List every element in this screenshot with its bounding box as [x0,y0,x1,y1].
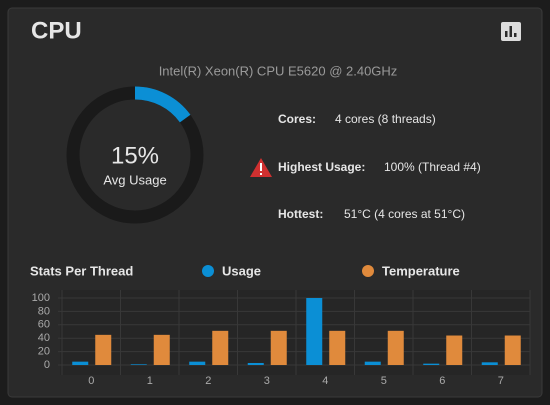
bar [270,330,287,365]
bar [364,361,381,365]
x-tick-label: 6 [439,375,445,387]
info-label: Highest Usage: [278,160,365,174]
y-tick-label: 0 [44,359,50,371]
info-label: Cores: [278,112,316,126]
bar [189,361,206,365]
bar [329,330,346,365]
x-tick-label: 1 [147,375,153,387]
y-tick-label: 80 [38,305,50,317]
x-tick-label: 5 [381,375,387,387]
cpu-model: Intel(R) Xeon(R) CPU E5620 @ 2.40GHz [159,63,398,78]
bar [387,330,404,365]
bar [95,334,112,365]
x-tick-label: 7 [498,375,504,387]
bar [504,335,521,365]
x-tick-label: 3 [264,375,270,387]
bar [423,363,440,365]
y-tick-label: 40 [38,332,50,344]
info-value: 51°C (4 cores at 51°C) [344,207,465,221]
x-tick-label: 4 [322,375,328,387]
y-tick-label: 100 [32,292,50,304]
info-value: 4 cores (8 threads) [335,112,436,126]
info-value: 100% (Thread #4) [384,160,481,174]
info-label: Hottest: [278,207,323,221]
gauge-caption: Avg Usage [103,172,166,187]
gauge-label: 15% [111,142,159,169]
bar [130,364,147,365]
y-tick-label: 20 [38,346,50,358]
bar [306,298,323,365]
legend-swatch [202,265,214,277]
warning-icon [250,158,272,177]
x-tick-label: 0 [88,375,94,387]
bar [446,335,463,365]
bar [72,361,89,365]
chart-icon[interactable] [501,22,521,41]
card-title: CPU [31,17,82,44]
bar [247,362,264,365]
legend-swatch [362,265,374,277]
bar [153,334,170,365]
gauge-arc [66,86,204,224]
bar [481,362,498,365]
legend-label: Usage [222,263,261,278]
x-tick-label: 2 [205,375,211,387]
bar [212,330,229,365]
legend-label: Temperature [382,263,460,278]
y-tick-label: 60 [38,319,50,331]
chart-title: Stats Per Thread [30,263,133,278]
